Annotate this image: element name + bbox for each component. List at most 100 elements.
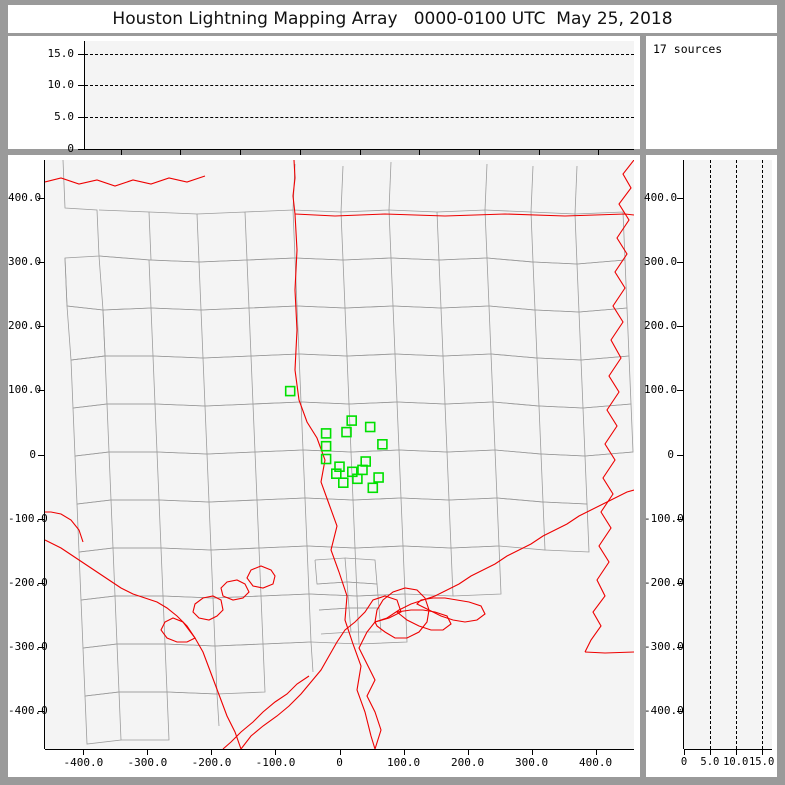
x-tick — [120, 149, 122, 155]
lightning-source-markers[interactable] — [284, 385, 388, 494]
x-tick-label: -300.0 — [127, 756, 168, 769]
altitude-latitude-plot-area[interactable] — [684, 160, 772, 749]
altitude-latitude-panel[interactable]: -400.0 -300.0 -200.0 -100.0 0 100.0 200.0 300.0… — [644, 155, 777, 777]
x-tick — [531, 749, 533, 755]
source-marker[interactable] — [320, 453, 332, 465]
source-count-label: 17 sources — [653, 42, 723, 56]
source-marker[interactable] — [341, 426, 352, 438]
y-tick — [38, 710, 45, 712]
y-tick-label: 0 — [67, 142, 74, 155]
x-axis-line — [684, 749, 772, 750]
x-tick — [147, 749, 149, 755]
x-tick — [761, 749, 763, 755]
source-marker[interactable] — [373, 472, 384, 483]
y-tick — [38, 262, 45, 264]
y-tick — [677, 326, 684, 328]
x-tick — [684, 749, 685, 755]
altitude-time-plot-area[interactable] — [85, 41, 634, 149]
y-tick — [38, 390, 45, 392]
y-tick-label: 400.0 — [644, 191, 678, 205]
y-tick — [677, 710, 684, 712]
y-tick-label: -400.0 — [644, 703, 684, 717]
x-tick — [735, 749, 737, 755]
plan-view-map-panel[interactable]: -400.0 -300.0 -200.0 -100.0 0 100.0 200.0 300.0… — [8, 155, 640, 777]
altitude-time-panel[interactable]: 05.010.015.0-400.0-300.0-200.0-100.00100… — [8, 36, 640, 169]
x-tick — [467, 749, 469, 755]
y-tick-label: -200.0 — [644, 575, 684, 589]
y-tick-label: 200.0 — [8, 319, 42, 333]
y-tick-label: -200.0 — [8, 575, 48, 589]
map-plot-area[interactable] — [45, 160, 634, 749]
gridline-y — [85, 117, 634, 119]
y-tick — [677, 390, 684, 392]
x-tick — [240, 149, 242, 155]
x-tick-label: -400.0 — [63, 756, 104, 769]
x-tick-label: 200.0 — [450, 756, 485, 769]
y-tick — [78, 117, 85, 119]
source-marker[interactable] — [364, 421, 376, 433]
x-tick — [211, 749, 213, 755]
x-tick-label: 300.0 — [515, 756, 549, 769]
x-tick — [403, 749, 405, 755]
y-tick — [38, 198, 45, 200]
x-tick-label: 0 — [336, 756, 343, 769]
source-marker[interactable] — [367, 482, 379, 494]
y-tick-label: 15.0 — [47, 46, 75, 60]
y-tick-label: 10.0 — [47, 78, 75, 92]
y-tick-label: -300.0 — [644, 639, 684, 653]
y-axis-line — [84, 41, 85, 149]
y-tick-label: 100.0 — [8, 383, 42, 397]
y-tick — [78, 85, 85, 87]
gridline-x — [735, 160, 737, 749]
gridline-y — [85, 53, 634, 55]
source-marker[interactable] — [284, 385, 296, 397]
x-tick-label: 15.0 — [748, 756, 775, 768]
source-marker[interactable] — [357, 464, 368, 476]
y-tick — [78, 149, 85, 150]
x-tick — [595, 749, 597, 755]
source-marker[interactable] — [320, 440, 332, 452]
y-tick — [677, 582, 684, 584]
sources-count-panel: 17 sources — [646, 36, 777, 149]
x-tick — [299, 149, 301, 155]
x-tick — [709, 749, 711, 755]
source-marker[interactable] — [337, 477, 349, 489]
y-tick — [677, 646, 684, 648]
y-tick-label: -400.0 — [8, 703, 48, 717]
y-tick — [677, 198, 684, 200]
y-tick-label: 300.0 — [8, 255, 42, 269]
x-tick — [419, 149, 421, 155]
y-tick — [38, 518, 45, 520]
y-tick — [677, 262, 684, 264]
source-marker[interactable] — [334, 461, 345, 473]
x-tick-label: -200.0 — [191, 756, 232, 769]
y-tick — [78, 53, 85, 55]
map-graphic — [45, 160, 634, 749]
y-tick — [38, 454, 45, 456]
x-tick — [598, 149, 600, 155]
x-tick — [83, 749, 85, 755]
source-marker[interactable] — [330, 468, 342, 480]
x-tick-label: 5.0 — [700, 756, 720, 768]
x-tick — [359, 149, 361, 155]
y-tick-label: 5.0 — [54, 110, 74, 124]
title-bar: Houston Lightning Mapping Array 0000-010… — [8, 5, 777, 33]
x-tick-label: 0 — [680, 756, 688, 768]
source-marker[interactable] — [320, 428, 332, 439]
y-tick — [677, 454, 684, 456]
gridline-x — [761, 160, 763, 749]
y-tick-label: 400.0 — [8, 191, 42, 205]
x-tick-label: 10.0 — [723, 756, 749, 768]
gridline-y — [85, 85, 634, 87]
source-marker[interactable] — [346, 415, 358, 426]
x-tick — [339, 749, 341, 755]
gulf-coastline — [45, 489, 634, 749]
page-title: Houston Lightning Mapping Array 0000-010… — [112, 9, 673, 29]
y-tick-label: 300.0 — [644, 255, 678, 269]
source-marker[interactable] — [377, 438, 388, 450]
y-tick-label: 200.0 — [644, 319, 678, 333]
y-tick-label: 0 — [667, 447, 674, 461]
x-tick — [275, 749, 277, 755]
y-tick — [677, 518, 684, 520]
